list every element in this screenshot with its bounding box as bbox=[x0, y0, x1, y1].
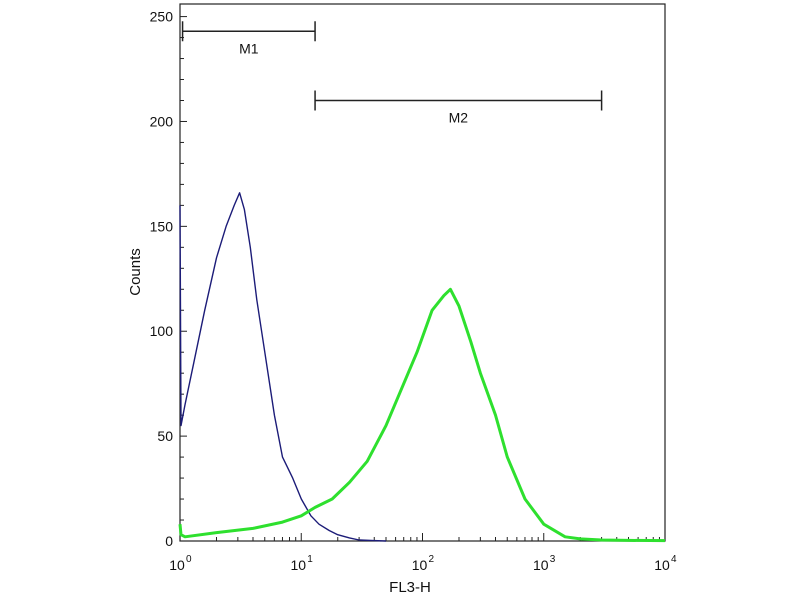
x-tick-label: 10 bbox=[412, 557, 428, 573]
x-tick-exponent: 0 bbox=[186, 554, 192, 565]
x-tick-label: 10 bbox=[533, 557, 549, 573]
gate-label: M2 bbox=[449, 109, 469, 125]
y-tick-label: 200 bbox=[150, 113, 174, 129]
y-tick-label: 50 bbox=[157, 428, 173, 444]
x-tick-exponent: 4 bbox=[671, 554, 677, 565]
x-tick-label: 10 bbox=[169, 557, 185, 573]
gate-markers: M1 M2 bbox=[181, 21, 603, 125]
x-tick-exponent: 2 bbox=[429, 554, 435, 565]
x-axis-label: FL3-H bbox=[389, 579, 431, 596]
plot-frame bbox=[179, 3, 666, 542]
gate-label: M1 bbox=[239, 40, 259, 56]
x-axis: 10 0 10 1 10 2 10 3 10 4 bbox=[169, 533, 677, 573]
series-line-2 bbox=[178, 287, 666, 543]
x-tick-label: 10 bbox=[290, 557, 306, 573]
x-tick-exponent: 1 bbox=[307, 554, 313, 565]
series-line-1 bbox=[179, 192, 387, 542]
y-tick-label: 0 bbox=[165, 533, 173, 549]
y-axis-label: Counts bbox=[127, 248, 144, 296]
y-tick-label: 100 bbox=[150, 323, 174, 339]
series-layer bbox=[178, 192, 666, 543]
x-tick-exponent: 3 bbox=[550, 554, 556, 565]
x-tick-label: 10 bbox=[654, 557, 670, 573]
y-tick-label: 250 bbox=[150, 9, 174, 25]
y-tick-label: 150 bbox=[150, 218, 174, 234]
